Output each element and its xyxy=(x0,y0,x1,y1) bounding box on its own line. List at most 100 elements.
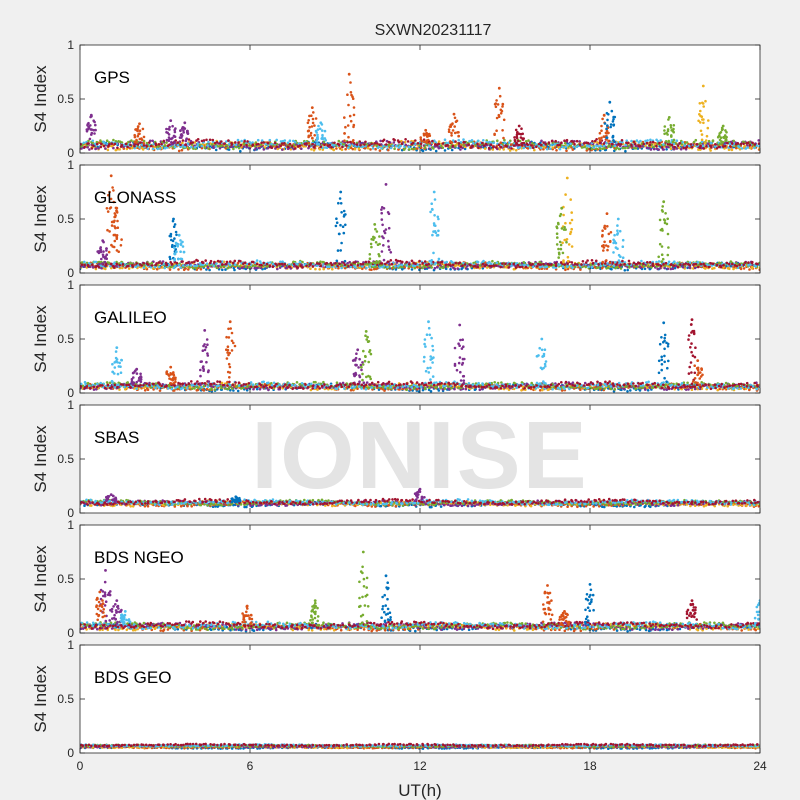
peak-point xyxy=(663,219,667,222)
series-point xyxy=(470,139,474,142)
series-point xyxy=(437,146,441,150)
series-point xyxy=(585,149,589,152)
peak-point xyxy=(186,132,190,135)
series-point xyxy=(337,266,340,270)
series-point xyxy=(266,141,270,145)
peak-point xyxy=(660,245,664,248)
series-point xyxy=(576,263,579,266)
series-point xyxy=(305,264,308,268)
y-axis-label: S4 Index xyxy=(31,65,50,133)
peak-point xyxy=(612,115,615,119)
series-point xyxy=(728,142,732,146)
series-point xyxy=(754,265,758,268)
series-point xyxy=(384,262,387,266)
peak-point xyxy=(339,249,343,252)
series-point xyxy=(738,145,741,149)
series-point xyxy=(457,138,461,142)
series-point xyxy=(353,261,357,264)
series-point xyxy=(145,141,149,145)
series-point xyxy=(130,139,133,142)
peak-point xyxy=(315,140,318,143)
series-point xyxy=(240,266,244,270)
series-point xyxy=(169,265,173,269)
series-point xyxy=(381,265,384,269)
series-point xyxy=(602,142,606,145)
peak-point xyxy=(661,205,664,208)
series-point xyxy=(323,143,326,146)
series-point xyxy=(172,266,176,270)
series-point xyxy=(518,145,522,149)
series-point xyxy=(732,267,735,271)
series-point xyxy=(233,263,237,267)
series-point xyxy=(589,263,593,267)
peak-point xyxy=(343,139,346,142)
series-point xyxy=(583,145,586,149)
series-point xyxy=(403,265,407,269)
series-point xyxy=(564,268,567,272)
peak-point xyxy=(342,231,346,235)
series-point xyxy=(408,262,411,266)
peak-point xyxy=(607,113,610,116)
series-point xyxy=(406,140,410,143)
series-point xyxy=(378,143,381,147)
series-point xyxy=(579,388,582,392)
series-point xyxy=(450,261,454,264)
series-point xyxy=(575,145,579,149)
series-point xyxy=(82,141,86,145)
series-point xyxy=(330,263,334,267)
peak-point xyxy=(316,128,320,131)
series-point xyxy=(382,144,385,148)
peak-point xyxy=(450,134,453,137)
series-point xyxy=(97,147,100,150)
series-point xyxy=(709,149,712,152)
series-point xyxy=(302,145,305,148)
peak-point xyxy=(516,131,519,135)
series-point xyxy=(676,262,679,265)
peak-point xyxy=(666,217,669,221)
series-point xyxy=(432,147,435,150)
series-point xyxy=(128,147,132,150)
peak-point xyxy=(377,261,380,265)
series-point xyxy=(311,139,315,143)
series-point xyxy=(727,262,731,266)
peak-point xyxy=(500,109,504,113)
series-point xyxy=(163,144,167,147)
series-point xyxy=(298,260,302,264)
series-point xyxy=(128,261,132,265)
peak-point xyxy=(501,102,505,106)
peak-point xyxy=(375,230,379,233)
series-point xyxy=(243,139,246,143)
series-point xyxy=(713,266,716,270)
series-point xyxy=(518,265,522,269)
series-point xyxy=(94,260,98,264)
series-point xyxy=(146,147,150,150)
peak-point xyxy=(348,114,352,118)
peak-point xyxy=(343,116,346,119)
series-point xyxy=(468,139,471,143)
series-point xyxy=(615,146,619,150)
peak-point xyxy=(180,134,184,137)
series-point xyxy=(651,262,655,266)
peak-point xyxy=(570,245,574,248)
series-point xyxy=(224,268,227,271)
peak-point xyxy=(341,225,345,228)
peak-point xyxy=(171,219,175,223)
peak-point xyxy=(380,206,384,209)
series-point xyxy=(161,266,164,269)
series-point xyxy=(436,261,440,264)
series-point xyxy=(561,265,565,269)
peak-point xyxy=(108,230,111,233)
series-point xyxy=(184,143,187,146)
peak-point xyxy=(617,259,621,262)
series-point xyxy=(343,266,347,270)
series-point xyxy=(508,262,511,266)
series-point xyxy=(491,148,495,151)
peak-point xyxy=(169,232,173,236)
series-point xyxy=(527,139,530,142)
peak-point xyxy=(428,142,432,145)
series-point xyxy=(688,264,691,267)
series-point xyxy=(150,264,154,267)
series-point xyxy=(349,140,352,144)
peak-point xyxy=(425,141,428,145)
series-point xyxy=(215,262,218,265)
